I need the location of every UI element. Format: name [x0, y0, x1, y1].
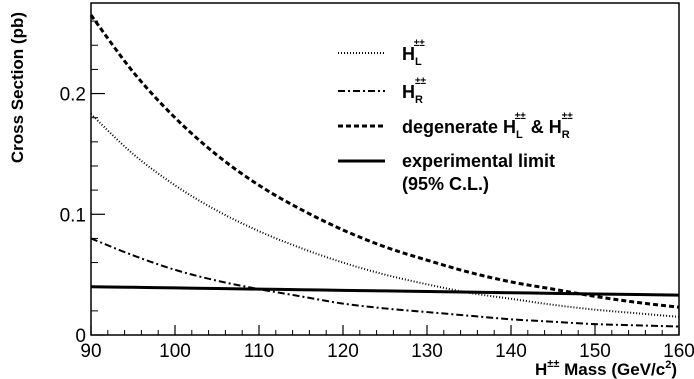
x-tick-label: 110 [244, 341, 274, 362]
legend-label-limit-line1: experimental limit [402, 151, 555, 171]
x-tick-label: 140 [495, 341, 527, 362]
y-tick-label: 0 [75, 326, 86, 347]
x-tick-label: 160 [663, 341, 694, 362]
y-tick-label: 0.2 [60, 85, 86, 106]
y-tick-label: 0.1 [60, 205, 86, 226]
legend-label-hr: HR±± [402, 76, 426, 106]
series-layer [89, 14, 680, 328]
plot-frame [90, 2, 680, 336]
x-tick-label: 150 [579, 341, 611, 362]
tick-layer: 90 100 110 120 130 140 150 160 0 0.1 0.2 [60, 20, 694, 362]
series-line-limit [90, 285, 680, 297]
legend-label-hl: HL±± [402, 38, 425, 68]
y-axis-title: Cross Section (pb) [8, 12, 27, 163]
legend: HL±± HR±± degenerate HL±± & HR±± experim… [338, 38, 573, 194]
x-tick-label: 100 [159, 341, 191, 362]
x-tick-label: 120 [327, 341, 359, 362]
x-tick-label: 90 [80, 341, 101, 362]
series-line-HR [90, 237, 680, 328]
series-line-HL [90, 113, 680, 318]
legend-label-degenerate: degenerate HL±± & HR±± [402, 111, 573, 141]
x-tick-label: 130 [411, 341, 443, 362]
legend-label-limit-line2: (95% C.L.) [402, 174, 489, 194]
x-axis-title: H±± Mass (GeV/c2) [535, 358, 677, 379]
